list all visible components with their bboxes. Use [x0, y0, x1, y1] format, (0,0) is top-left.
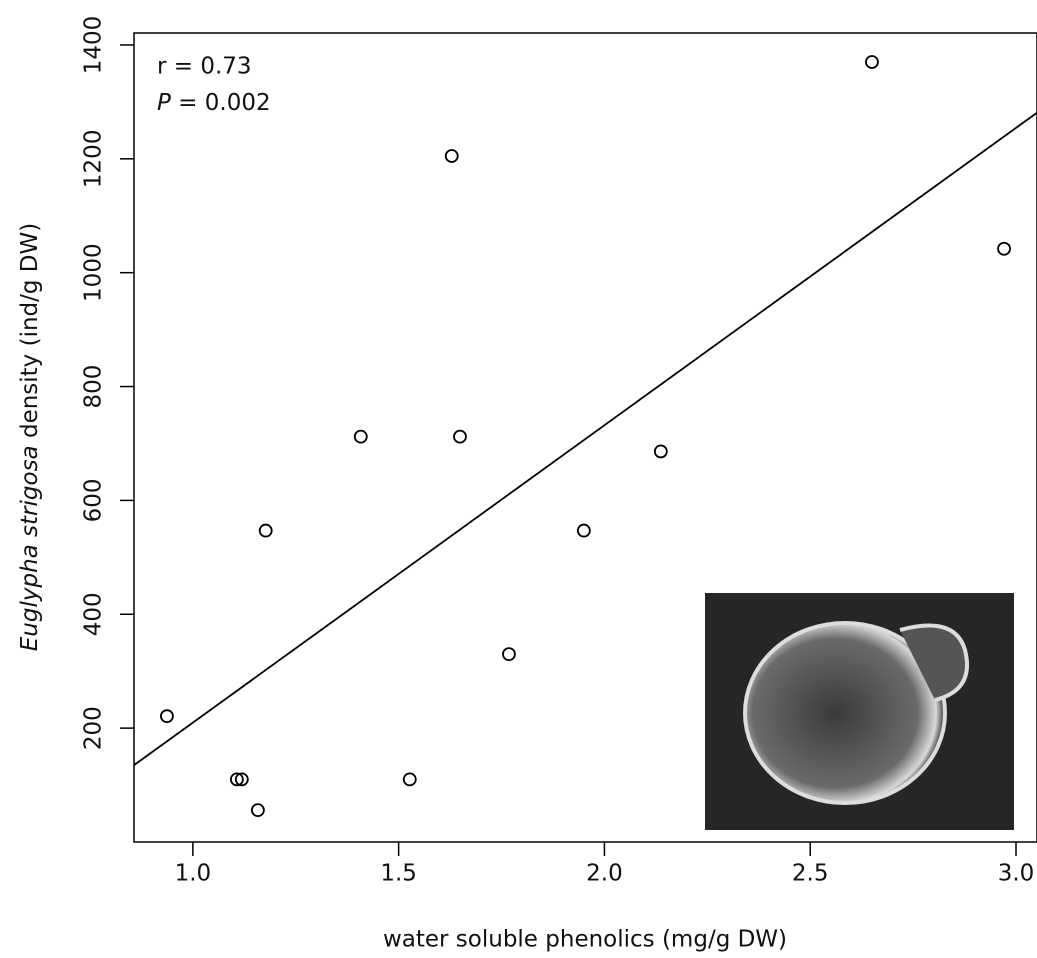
data-point — [250, 803, 265, 818]
x-tick-label: 2.0 — [586, 861, 623, 887]
x-tick-label: 1.5 — [380, 861, 417, 887]
data-point — [997, 241, 1011, 256]
y-tick-label: 1400 — [81, 16, 107, 75]
y-label-italic: Euglypha strigosa — [17, 445, 43, 651]
data-point — [453, 429, 467, 444]
x-tick-label: 1.0 — [175, 861, 212, 887]
annotation-r: r = 0.73 — [157, 54, 252, 80]
x-tick-label: 3.0 — [998, 861, 1035, 887]
plot-frame — [133, 32, 1037, 843]
p-italic: P — [157, 90, 171, 116]
x-tick-label: 2.5 — [792, 861, 829, 887]
data-point — [353, 429, 368, 444]
p-value: = 0.002 — [171, 90, 271, 116]
y-tick-label: 600 — [81, 478, 107, 522]
y-tick-label: 1200 — [81, 130, 107, 189]
data-point — [258, 523, 273, 538]
inset-photo — [705, 593, 1014, 830]
regression-line — [133, 111, 1037, 766]
data-point — [502, 647, 516, 662]
data-point — [653, 444, 668, 459]
y-tick-label: 200 — [81, 706, 107, 750]
data-point — [444, 149, 459, 163]
data-point — [234, 772, 249, 787]
y-label-text: density (ind/g DW) — [17, 223, 43, 446]
y-tick-label: 800 — [81, 365, 107, 409]
annotation-p: P = 0.002 — [157, 90, 271, 116]
data-point — [865, 55, 879, 69]
y-tick-label: 1000 — [81, 243, 107, 302]
y-axis-label: Euglypha strigosa density (ind/g DW) — [17, 223, 43, 651]
data-point — [229, 772, 244, 787]
x-axis-label: water soluble phenolics (mg/g DW) — [383, 927, 787, 953]
data-point — [160, 709, 174, 724]
data-point — [576, 523, 591, 538]
data-point — [402, 772, 417, 787]
y-tick-label: 400 — [81, 592, 107, 636]
